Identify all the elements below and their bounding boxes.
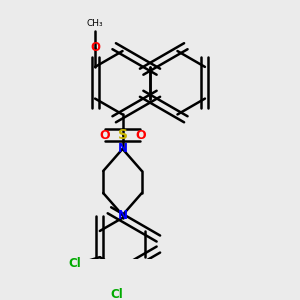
Text: O: O (99, 129, 110, 142)
Text: Cl: Cl (110, 288, 123, 300)
Text: S: S (118, 128, 128, 142)
Text: Cl: Cl (69, 256, 82, 270)
Text: O: O (90, 41, 100, 54)
Text: N: N (118, 208, 128, 222)
Text: O: O (135, 129, 146, 142)
Text: CH₃: CH₃ (87, 19, 103, 28)
Text: N: N (118, 142, 128, 155)
